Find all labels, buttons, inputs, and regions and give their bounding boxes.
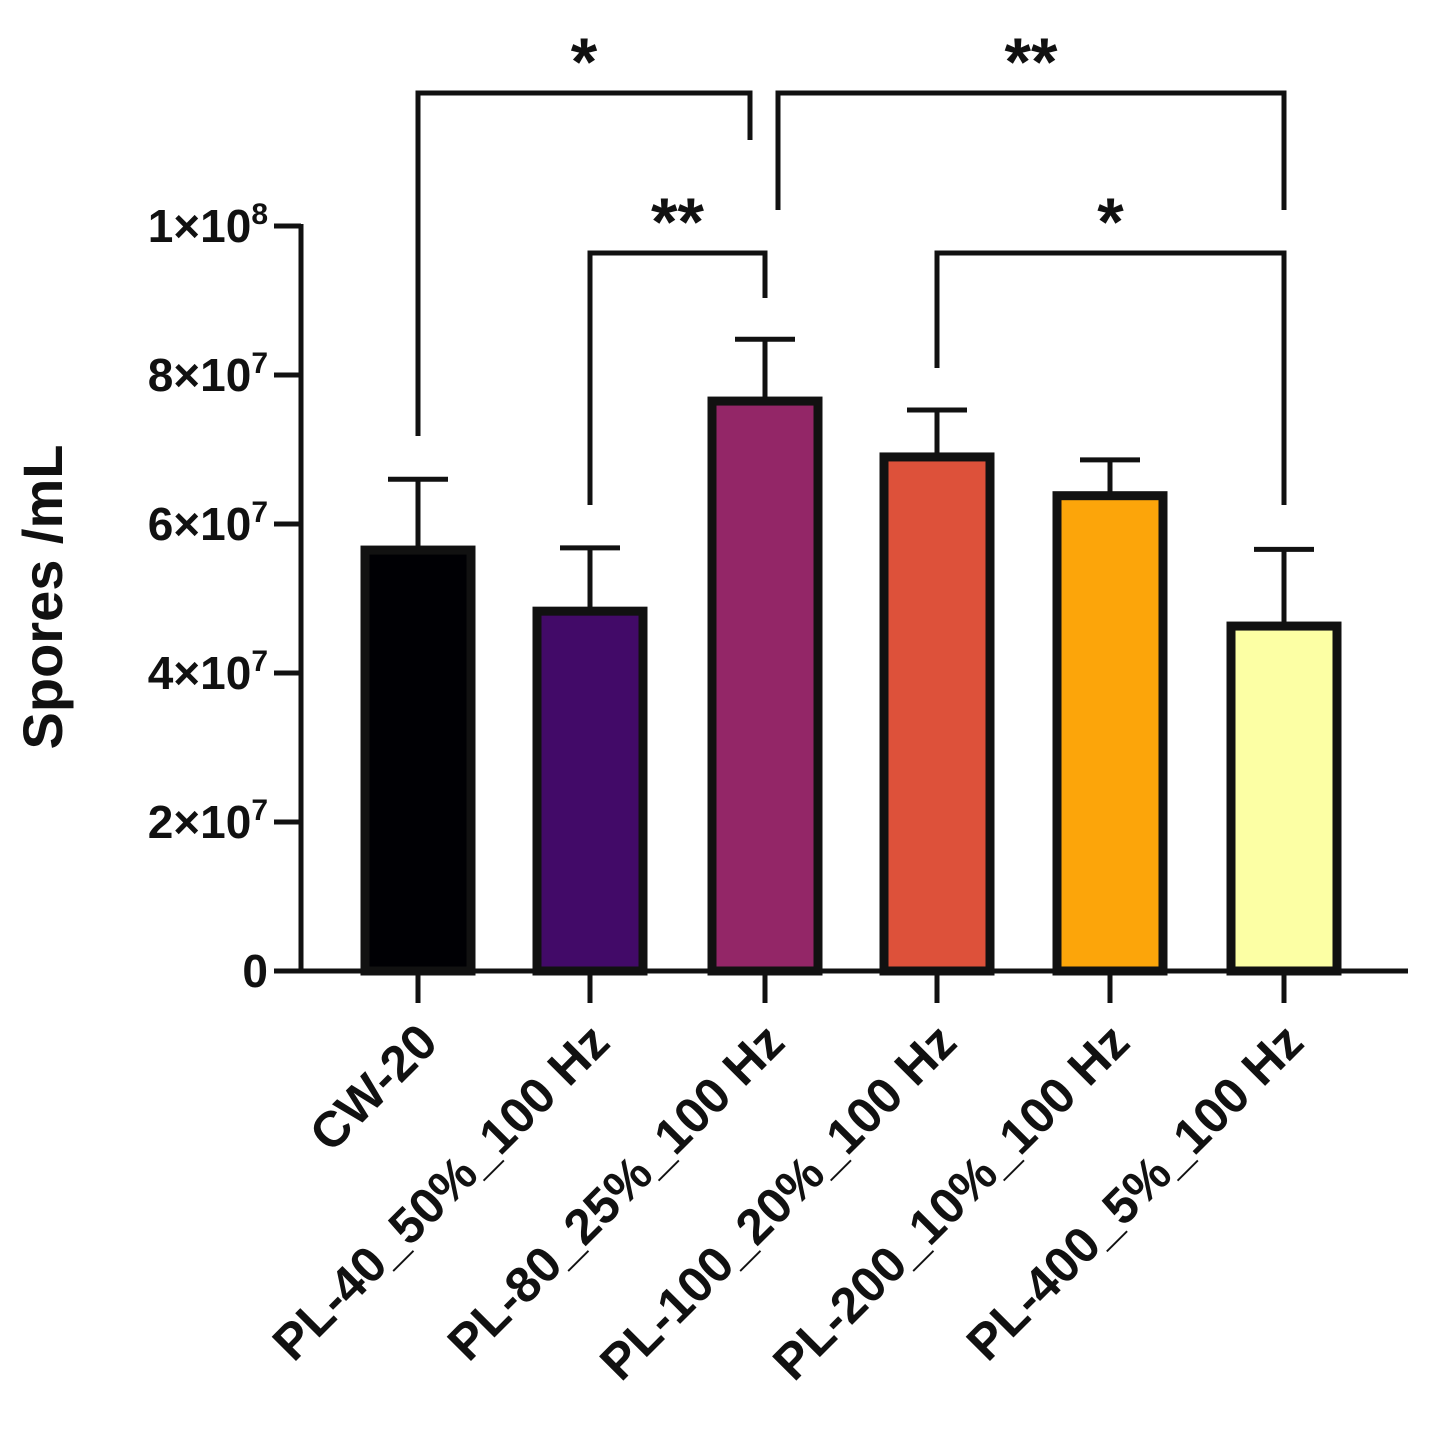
x-tick-label: PL-200_10%_100 Hz — [762, 1013, 1140, 1391]
y-tick-label: 2×107 — [148, 794, 268, 848]
significance-brackets: * **** * — [415, 24, 1287, 505]
y-tick-label: 8×107 — [148, 347, 268, 401]
x-tick-label: CW-20 — [299, 1013, 448, 1162]
y-tick-label: 4×107 — [148, 645, 268, 699]
bar — [1052, 491, 1168, 976]
x-tick-label: PL-80_25%_100 Hz — [437, 1013, 795, 1371]
y-tick-label: 6×107 — [148, 496, 268, 550]
bar — [1226, 621, 1342, 976]
y-tick-label: 0 — [242, 945, 268, 997]
bar — [879, 452, 995, 976]
bar — [532, 606, 648, 976]
significance-label: ** — [651, 184, 704, 260]
significance-label: * — [571, 24, 598, 100]
significance-label: ** — [1005, 24, 1058, 100]
significance-bracket — [775, 90, 1287, 210]
x-tick-label: PL-40_50%_100 Hz — [262, 1013, 620, 1371]
bar — [707, 396, 823, 976]
labels: Spores /mL — [11, 445, 74, 750]
bar — [360, 545, 476, 976]
y-tick-label: 1×108 — [148, 198, 268, 252]
bars — [360, 336, 1342, 976]
significance-label: * — [1097, 184, 1124, 260]
significance-bracket — [415, 90, 753, 436]
significance-bracket — [587, 250, 768, 505]
y-axis-label: Spores /mL — [11, 445, 74, 750]
significance-bracket — [934, 250, 1287, 505]
x-tick-label: PL-400_5%_100 Hz — [956, 1013, 1314, 1371]
